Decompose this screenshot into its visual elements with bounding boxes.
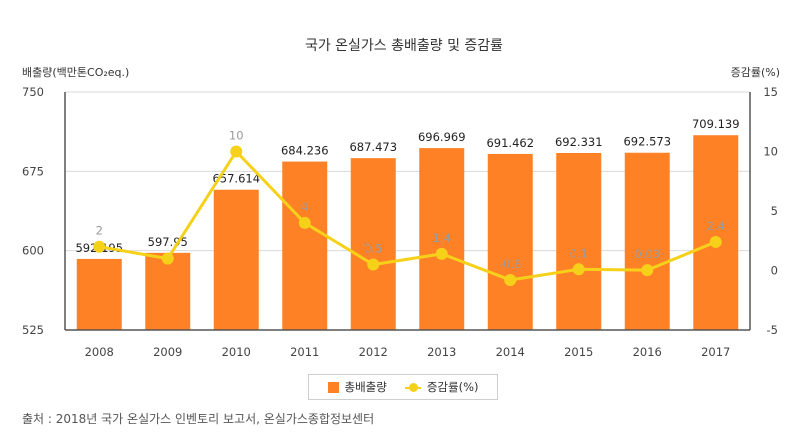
y-right-tick-label: 15 xyxy=(763,85,778,99)
rate-value-label: 1.4 xyxy=(433,231,451,245)
y-right-tick-label: -5 xyxy=(767,323,778,337)
x-tick-label: 2008 xyxy=(85,345,114,359)
x-tick-label: 2015 xyxy=(564,345,593,359)
legend-label-rate: 증감률(%) xyxy=(426,380,479,394)
bar xyxy=(350,158,396,330)
x-tick-label: 2016 xyxy=(633,345,662,359)
x-tick-label: 2017 xyxy=(701,345,730,359)
bar xyxy=(693,135,739,330)
rate-value-label: 0.5 xyxy=(364,242,382,256)
legend-item-emissions[interactable]: 총배출량 xyxy=(327,379,387,395)
bar-value-label: 691.462 xyxy=(486,136,534,150)
legend-label-emissions: 총배출량 xyxy=(344,380,387,394)
bar-value-label: 684.236 xyxy=(281,144,329,158)
x-tick-label: 2011 xyxy=(290,345,319,359)
y-axis-left-ticks: 525 600 675 750 xyxy=(22,85,44,337)
y-axis-right-title: 증감률(%) xyxy=(731,66,780,79)
bar xyxy=(282,161,328,330)
x-tick-label: 2012 xyxy=(359,345,388,359)
bar-value-label: 692.331 xyxy=(555,135,603,149)
rate-point xyxy=(641,264,654,277)
y-axis-left-title: 배출량(백만톤CO₂eq.) xyxy=(22,66,129,79)
bar xyxy=(76,258,122,330)
rate-value-label: 4 xyxy=(301,200,308,214)
rate-point xyxy=(161,252,174,265)
rate-point xyxy=(367,258,380,271)
bar xyxy=(419,148,465,330)
legend: 총배출량 증감률(%) xyxy=(308,374,498,400)
rate-point xyxy=(504,274,517,287)
bar-value-label: 692.573 xyxy=(623,135,671,149)
rate-line xyxy=(98,150,717,282)
bar xyxy=(487,153,533,330)
x-axis-ticks: 2008 2009 2010 2011 2012 2013 2014 2015 2016 2017 xyxy=(85,345,731,359)
chart-title: 국가 온실가스 총배출량 및 증감률 xyxy=(305,38,503,54)
rate-point xyxy=(93,240,106,253)
x-tick-label: 2014 xyxy=(496,345,525,359)
x-tick-label: 2010 xyxy=(222,345,251,359)
rate-point xyxy=(572,263,585,276)
legend-swatch-line xyxy=(404,382,421,393)
axes xyxy=(64,92,751,331)
rate-value-label: 0.03 xyxy=(634,247,660,261)
rate-value-label: 10 xyxy=(229,129,244,143)
rate-value-label: -0.8 xyxy=(499,257,521,271)
rate-point xyxy=(435,247,448,260)
bar-value-label: 696.969 xyxy=(418,130,466,144)
bar xyxy=(145,252,191,330)
bar-value-labels: 592.195597.95657.614684.236687.473696.96… xyxy=(75,117,739,255)
legend-item-rate[interactable]: 증감률(%) xyxy=(404,379,479,395)
y-right-tick-label: 10 xyxy=(763,145,778,159)
x-tick-label: 2013 xyxy=(427,345,456,359)
rate-line-series: 2 10 4 0.5 1.4 -0.8 0.1 0.03 2.4 xyxy=(93,129,725,287)
rate-point xyxy=(230,145,243,158)
source-note: 출처 : 2018년 국가 온실가스 인벤토리 보고서, 온실가스종합정보센터 xyxy=(22,412,375,426)
rate-value-label: 2.4 xyxy=(707,219,725,233)
bar xyxy=(624,152,670,330)
y-left-tick-label: 525 xyxy=(22,323,44,337)
y-left-tick-label: 675 xyxy=(22,164,44,178)
y-left-tick-label: 750 xyxy=(22,85,44,99)
rate-point xyxy=(709,235,722,248)
bar-series xyxy=(76,135,739,330)
rate-value-label: 0.1 xyxy=(570,246,588,260)
bar-value-label: 709.139 xyxy=(692,117,740,131)
y-right-tick-label: 0 xyxy=(771,264,778,278)
x-tick-label: 2009 xyxy=(153,345,182,359)
legend-swatch-bar xyxy=(327,381,339,393)
rate-point xyxy=(298,216,311,229)
bar-value-label: 657.614 xyxy=(212,172,260,186)
y-right-tick-label: 5 xyxy=(771,204,778,218)
bar-value-label: 687.473 xyxy=(349,140,397,154)
bar xyxy=(556,153,602,330)
y-left-tick-label: 600 xyxy=(22,244,44,258)
bar xyxy=(213,189,259,330)
rate-value-label: 2 xyxy=(96,224,103,238)
y-axis-right-ticks: -5 0 5 10 15 xyxy=(763,85,778,337)
